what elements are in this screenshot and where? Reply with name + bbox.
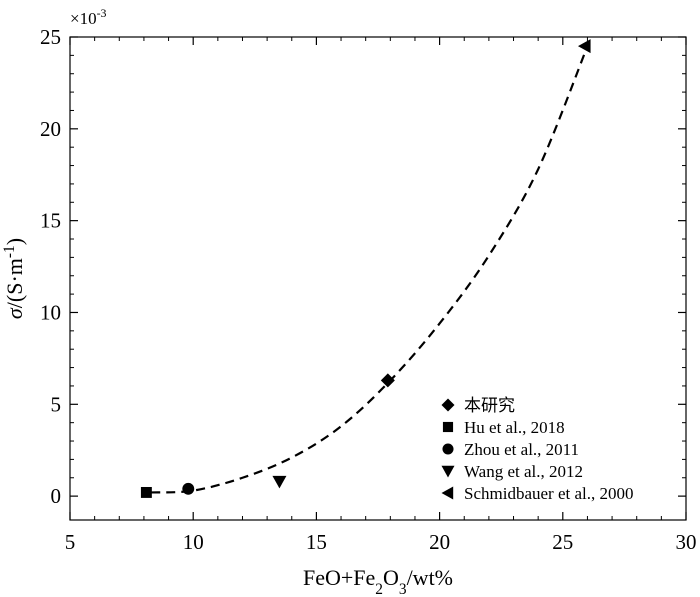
- data-point: [380, 373, 395, 388]
- y-tick-label: 0: [51, 484, 62, 508]
- y-tick-label: 20: [40, 117, 61, 141]
- y-tick-label: 10: [40, 300, 61, 324]
- legend-label: Zhou et al., 2011: [464, 440, 579, 459]
- data-point: [140, 486, 152, 498]
- y-tick-label: 25: [40, 25, 61, 49]
- y-tick-label: 5: [51, 392, 62, 416]
- legend-marker: [442, 443, 454, 455]
- data-point: [272, 475, 287, 489]
- y-axis-title: σ/(S·m-1): [1, 238, 28, 319]
- legend-marker: [441, 465, 455, 478]
- legend-label: Wang et al., 2012: [464, 462, 583, 481]
- data-point: [182, 482, 195, 495]
- legend-label: 本研究: [464, 396, 515, 415]
- legend-label: Hu et al., 2018: [464, 418, 565, 437]
- x-tick-label: 15: [306, 530, 327, 554]
- legend-label: Schmidbauer et al., 2000: [464, 484, 634, 503]
- y-multiplier-label: ×10-3: [70, 6, 107, 28]
- y-tick-label: 15: [40, 209, 61, 233]
- x-tick-label: 30: [676, 530, 697, 554]
- plot-frame: [69, 36, 687, 521]
- x-axis-title: FeO+Fe2O3/wt%: [303, 565, 453, 597]
- legend-marker: [441, 398, 455, 412]
- x-tick-label: 10: [183, 530, 204, 554]
- legend-marker: [442, 421, 454, 433]
- data-point: [577, 39, 591, 54]
- legend-marker: [441, 486, 454, 500]
- x-tick-label: 20: [429, 530, 450, 554]
- x-tick-label: 25: [552, 530, 573, 554]
- x-tick-label: 5: [65, 530, 76, 554]
